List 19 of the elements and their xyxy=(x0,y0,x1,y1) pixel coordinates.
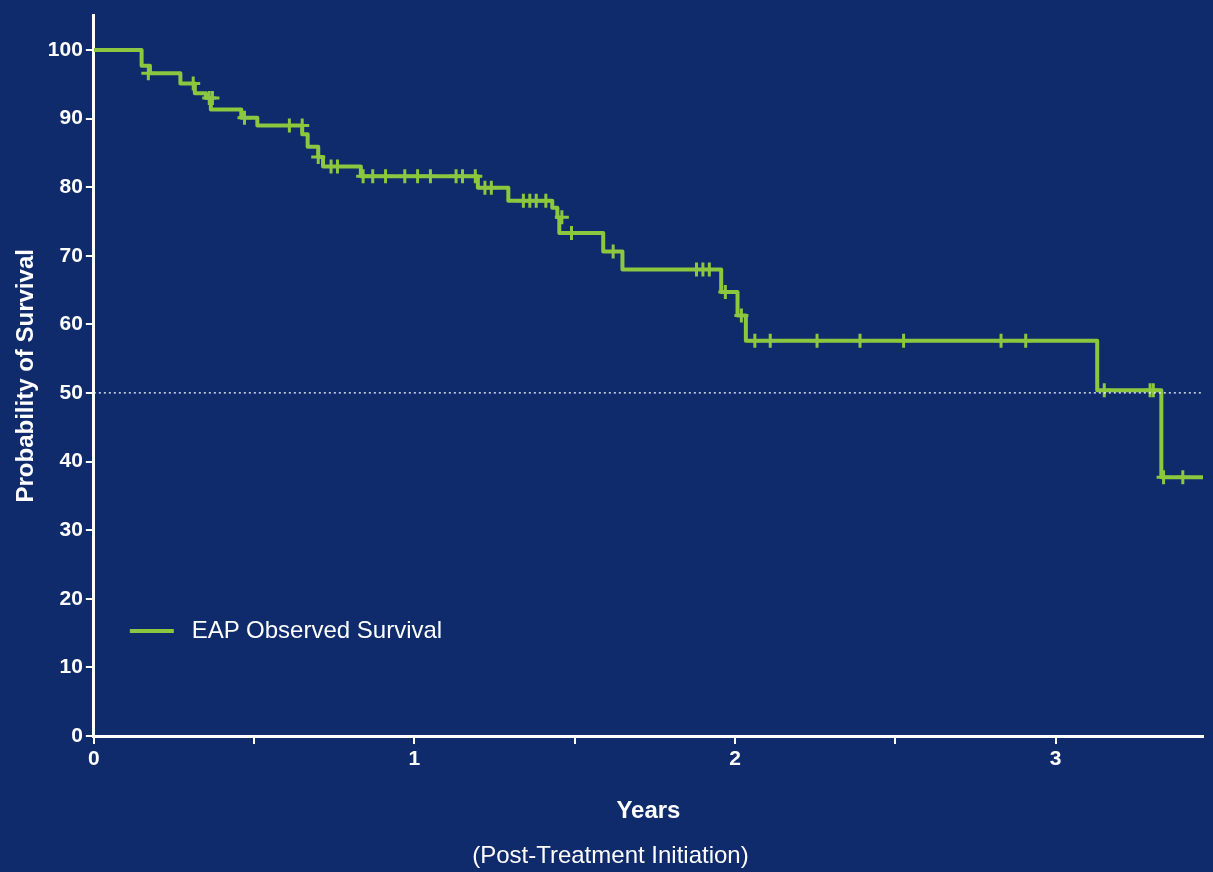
x-tick-label: 2 xyxy=(729,746,741,770)
y-tick-label: 50 xyxy=(59,379,83,403)
y-tick-label: 30 xyxy=(59,516,83,540)
x-axis-title: Years xyxy=(616,796,681,824)
y-tick-label: 60 xyxy=(59,311,83,335)
y-tick-label: 10 xyxy=(59,654,83,678)
y-tick-label: 70 xyxy=(59,242,83,266)
y-axis-title: Probability of Survival xyxy=(11,249,39,503)
y-tick-label: 40 xyxy=(59,448,83,472)
y-tick-label: 90 xyxy=(59,105,83,129)
x-tick-label: 3 xyxy=(1049,746,1062,770)
x-tick-label: 1 xyxy=(408,746,421,770)
y-tick-label: 80 xyxy=(59,173,83,197)
y-tick-label: 20 xyxy=(59,585,83,609)
legend-label: EAP Observed Survival xyxy=(191,615,443,643)
y-tick-label: 0 xyxy=(71,722,83,746)
y-tick-label: 100 xyxy=(47,36,83,60)
x-tick-label: 0 xyxy=(87,746,100,770)
text: (Post-Treatment Initiation) xyxy=(472,840,749,868)
